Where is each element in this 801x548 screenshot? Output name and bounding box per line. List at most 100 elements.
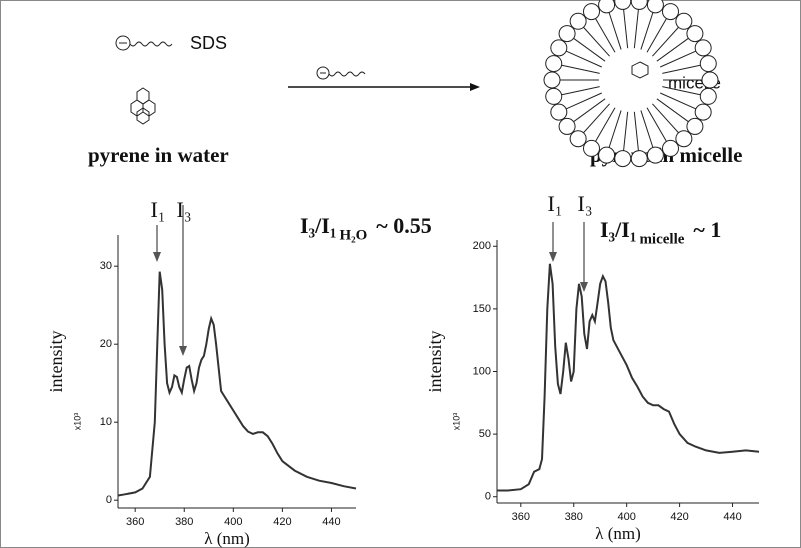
micelle-head bbox=[569, 12, 587, 30]
x-tick-label: 440 bbox=[723, 511, 741, 523]
peak-label: I₁ bbox=[151, 197, 166, 222]
x-tick-label: 400 bbox=[224, 516, 242, 528]
micelle-head bbox=[662, 139, 679, 157]
micelle-head bbox=[646, 146, 664, 164]
micelle-head bbox=[545, 55, 563, 73]
pyrene-in-micelle bbox=[631, 61, 649, 79]
micelle-tail bbox=[622, 8, 629, 49]
micelle-head bbox=[699, 55, 717, 73]
micelle-head bbox=[598, 146, 616, 164]
ratio-value: ~ 0.55 bbox=[376, 213, 431, 238]
sds-tail bbox=[129, 41, 173, 47]
y-tick-label: 20 bbox=[100, 338, 112, 350]
x-tick-label: 380 bbox=[565, 511, 583, 523]
y-tick-label: 10 bbox=[100, 416, 112, 428]
x-tick-label: 360 bbox=[512, 511, 530, 523]
micelle-tail bbox=[582, 103, 610, 134]
micelle-head bbox=[569, 130, 587, 148]
y-tick-label: 100 bbox=[473, 365, 491, 377]
micelle-tail bbox=[662, 64, 702, 74]
y-unit: x10³ bbox=[451, 413, 461, 431]
pyrene-icon bbox=[130, 87, 156, 125]
micelle-tail bbox=[652, 26, 680, 57]
y-tick-label: 50 bbox=[479, 428, 491, 440]
micelle-tail bbox=[565, 50, 602, 68]
micelle-tail bbox=[640, 11, 654, 50]
micelle-tail bbox=[633, 8, 640, 49]
ratio-subscript: H₂O bbox=[339, 227, 367, 243]
micelle-tail bbox=[646, 17, 668, 53]
micelle-tail bbox=[565, 92, 602, 110]
ratio-label: I₃/I₁ bbox=[300, 213, 336, 238]
micelle-head bbox=[699, 87, 717, 105]
ratio-subscript: micelle bbox=[639, 231, 684, 247]
micelle-head bbox=[701, 71, 719, 89]
micelle-tail bbox=[660, 50, 697, 68]
micelle-head bbox=[550, 103, 568, 121]
caption: pyrene in water bbox=[88, 143, 229, 167]
micelle-head bbox=[686, 25, 704, 43]
micelle-head bbox=[662, 3, 679, 21]
x-tick-label: 380 bbox=[175, 516, 193, 528]
x-tick-label: 360 bbox=[126, 516, 144, 528]
peak-arrowhead bbox=[153, 252, 161, 262]
y-tick-label: 200 bbox=[473, 240, 491, 252]
micelle-tail bbox=[622, 111, 629, 152]
x-tick-label: 420 bbox=[273, 516, 291, 528]
micelle-head bbox=[675, 130, 693, 148]
micelle-tail bbox=[560, 86, 600, 96]
peak-label: I₁ bbox=[548, 191, 563, 216]
micelle-tail bbox=[608, 110, 622, 149]
micelle-head bbox=[550, 39, 568, 57]
micelle-tail bbox=[640, 110, 654, 149]
micelle-head bbox=[583, 3, 600, 21]
micelle-tail bbox=[582, 26, 610, 57]
micelle-tail bbox=[646, 107, 668, 143]
micelle-head bbox=[583, 139, 600, 157]
x-tick-label: 400 bbox=[617, 511, 635, 523]
scheme: SDS micelle pyrene in water pyrene in mi… bbox=[88, 0, 742, 168]
x-axis-label: λ (nm) bbox=[204, 529, 250, 548]
micelle-head bbox=[694, 103, 712, 121]
micelle-tail bbox=[662, 86, 702, 96]
peak-arrowhead bbox=[179, 346, 187, 356]
y-tick-label: 30 bbox=[100, 260, 112, 272]
y-tick-label: 0 bbox=[485, 491, 491, 503]
micelle-head bbox=[686, 117, 704, 135]
micelle-tail bbox=[656, 37, 690, 62]
micelle-head bbox=[646, 0, 664, 14]
y-axis-label: intensity bbox=[425, 331, 445, 393]
peak-arrowhead bbox=[580, 282, 588, 292]
micelle-tail bbox=[633, 111, 640, 152]
arrowhead bbox=[470, 83, 480, 91]
micelle-tail bbox=[660, 92, 697, 110]
peak-label: I₃ bbox=[578, 191, 593, 216]
micelle-tail bbox=[560, 64, 600, 74]
spectrum-line bbox=[497, 263, 760, 492]
x-axis-label: λ (nm) bbox=[595, 524, 641, 543]
micelle-head bbox=[694, 39, 712, 57]
sds-label: SDS bbox=[190, 33, 227, 53]
ratio-value: ~ 1 bbox=[693, 217, 721, 242]
spectrum-line bbox=[117, 271, 357, 497]
micelle-head bbox=[558, 117, 576, 135]
micelle-head bbox=[558, 25, 576, 43]
micelle-tail bbox=[652, 103, 680, 134]
peak-label: I₃ bbox=[177, 197, 192, 222]
sds-tail bbox=[328, 71, 366, 77]
micelle-head bbox=[598, 0, 616, 14]
y-tick-label: 0 bbox=[106, 494, 112, 506]
micelle-head bbox=[543, 71, 561, 89]
micelle-head bbox=[630, 150, 648, 168]
micelle-head bbox=[545, 87, 563, 105]
micelle-tail bbox=[594, 107, 616, 143]
peak-arrowhead bbox=[549, 252, 557, 262]
micelle-tail bbox=[594, 17, 616, 53]
micelle-tail bbox=[572, 98, 606, 123]
micelle-head bbox=[630, 0, 648, 10]
micelle-head bbox=[614, 150, 632, 168]
micelle-head bbox=[614, 0, 632, 10]
micelle-head bbox=[675, 12, 693, 30]
ratio-label: I₃/I₁ bbox=[600, 217, 636, 242]
